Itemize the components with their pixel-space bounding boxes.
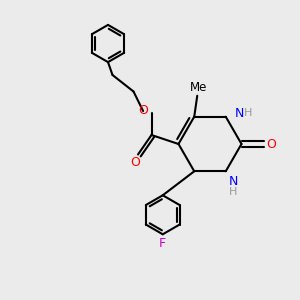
Text: H: H (244, 108, 252, 118)
Text: Me: Me (190, 81, 207, 94)
Text: O: O (130, 156, 140, 170)
Text: F: F (159, 237, 166, 250)
Text: O: O (267, 137, 276, 151)
Text: N: N (229, 175, 238, 188)
Text: O: O (138, 104, 148, 118)
Text: N: N (235, 106, 244, 120)
Text: H: H (229, 187, 237, 197)
